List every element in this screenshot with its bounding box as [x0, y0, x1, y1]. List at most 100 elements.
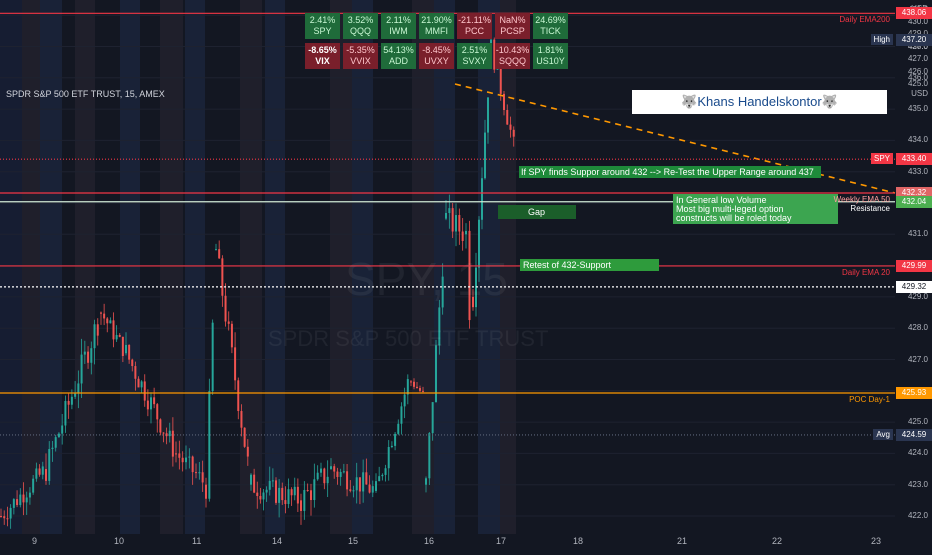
- candle-body: [349, 489, 352, 491]
- candle-body: [445, 212, 447, 219]
- candle-body: [218, 249, 221, 259]
- ticker-sqqq[interactable]: -10.43% SQQQ: [495, 43, 530, 69]
- candle-body: [118, 334, 121, 337]
- ticker-us10y[interactable]: 1.81% US10Y: [533, 43, 568, 69]
- candle-body: [61, 425, 64, 434]
- candle-body: [185, 457, 187, 463]
- ticker-uvxy[interactable]: -8.45% UVXY: [419, 43, 454, 69]
- candle-body: [28, 492, 31, 498]
- candle-body: [400, 406, 403, 424]
- x-tick-label: 23: [871, 536, 882, 546]
- candle-body: [215, 249, 217, 251]
- name-watermark: SPDR S&P 500 ETF TRUST: [268, 326, 549, 351]
- ticker-pct: 54.13%: [383, 45, 414, 55]
- session-band: [434, 0, 455, 534]
- y-tick-label: 429.0: [908, 29, 928, 38]
- ticker-symbol: SVXY: [462, 56, 487, 66]
- session-band: [478, 0, 500, 534]
- ticker-symbol: UVXY: [424, 56, 449, 66]
- candle-body: [246, 446, 249, 457]
- session-band: [120, 0, 140, 534]
- candle-body: [484, 132, 486, 179]
- candle-body: [121, 336, 124, 357]
- candle-body: [140, 381, 143, 388]
- candle-body: [201, 472, 204, 483]
- y-tick-label: 427.0: [907, 354, 928, 364]
- candle-body: [80, 354, 83, 384]
- candle-body: [284, 500, 287, 504]
- ticker-pct: -5.35%: [346, 45, 375, 55]
- candle-body: [441, 276, 444, 308]
- candle-body: [342, 471, 345, 473]
- candle-body: [45, 469, 47, 481]
- y-tick-label: 423.0: [907, 479, 928, 489]
- session-band: [185, 0, 205, 534]
- ticker-pct: -8.45%: [422, 45, 451, 55]
- candle-body: [35, 468, 38, 479]
- candle-body: [425, 478, 427, 485]
- ticker-symbol: SPY: [313, 26, 332, 36]
- level-label: Avg: [873, 428, 893, 440]
- y-tick-label: 425.0: [907, 79, 928, 88]
- candle-body: [435, 345, 437, 403]
- ticker-qqq[interactable]: 3.52% QQQ: [343, 13, 378, 39]
- candle-body: [465, 230, 467, 235]
- price-tag: 438.06: [896, 7, 932, 20]
- candle-body: [3, 516, 6, 519]
- y-tick-label: 432.0: [908, 0, 928, 1]
- ticker-spy[interactable]: 2.41% SPY: [305, 13, 340, 39]
- y-tick-label: 436.0: [907, 72, 928, 82]
- candle-body: [422, 390, 424, 392]
- candle-body: [227, 321, 230, 324]
- candle-body: [103, 313, 106, 319]
- candle-body: [346, 471, 349, 490]
- ticker-symbol: ADD: [388, 56, 408, 66]
- session-band: [412, 0, 434, 534]
- candle-body: [25, 497, 28, 503]
- candle-body: [406, 379, 409, 395]
- candle-body: [12, 499, 15, 508]
- price-tag: 433.40: [896, 153, 932, 166]
- candle-body: [54, 437, 57, 448]
- y-tick-label: 435.0: [907, 104, 928, 114]
- candle-body: [368, 484, 371, 493]
- candle-body: [0, 516, 2, 517]
- candle-body: [234, 347, 237, 381]
- ticker-symbol: PCC: [464, 26, 484, 36]
- ticker-svxy[interactable]: 2.51% SVXY: [457, 43, 492, 69]
- candle-body: [410, 381, 412, 383]
- candle-body: [458, 215, 461, 232]
- candle-body: [125, 344, 127, 354]
- symbol-watermark: SPY, 15: [345, 253, 508, 305]
- candle-body: [375, 481, 377, 491]
- ticker-pcc[interactable]: -21.11% PCC: [457, 13, 492, 39]
- ticker-pct: 21.90%: [421, 15, 452, 25]
- candle-body: [162, 432, 165, 434]
- ticker-vvix[interactable]: -5.35% VVIX: [343, 43, 378, 69]
- candle-body: [271, 480, 274, 482]
- candle-body: [451, 208, 454, 232]
- candle-body: [455, 215, 457, 232]
- x-tick-label: 16: [424, 536, 435, 546]
- ticker-vix[interactable]: -8.65% VIX: [305, 43, 340, 69]
- ticker-tick[interactable]: 24.69% TICK: [533, 13, 568, 39]
- chart-header: SPDR S&P 500 ETF TRUST, 15, AMEX: [6, 89, 165, 99]
- candle-body: [96, 324, 99, 336]
- ticker-symbol: PCSP: [500, 26, 525, 36]
- price-tag: 432.04: [896, 195, 932, 208]
- candle-body: [509, 124, 512, 130]
- ticker-mmfi[interactable]: 21.90% MMFI: [419, 13, 454, 39]
- candle-body: [159, 419, 162, 433]
- candle-body: [336, 471, 339, 477]
- candle-body: [19, 494, 22, 506]
- ticker-iwm[interactable]: 2.11% IWM: [381, 13, 416, 39]
- x-tick-label: 9: [32, 536, 38, 546]
- candle-body: [461, 231, 464, 241]
- ticker-pcsp[interactable]: NaN% PCSP: [495, 13, 530, 39]
- ticker-add[interactable]: 54.13% ADD: [381, 43, 416, 69]
- y-tick-label: 431.0: [907, 229, 928, 239]
- candle-body: [22, 494, 25, 503]
- candle-body: [171, 430, 174, 457]
